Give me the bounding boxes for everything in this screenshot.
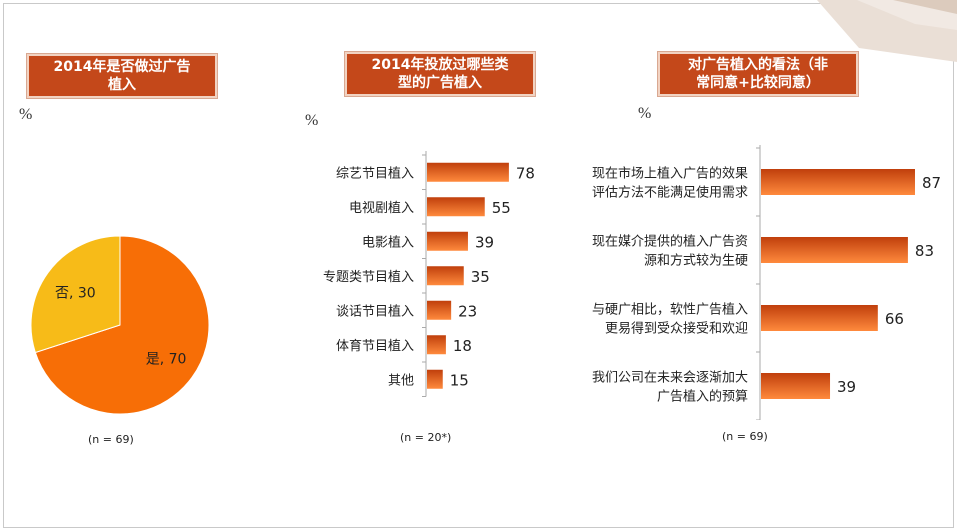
panel1-sample-note: (n = 69) xyxy=(88,433,134,446)
opinions-value-label: 39 xyxy=(837,378,856,396)
panel1-title: 2014年是否做过广告 植入 xyxy=(27,54,217,98)
opinions-category-label: 我们公司在未来会逐渐加大 xyxy=(592,371,748,386)
panel2-title: 2014年投放过哪些类 型的广告植入 xyxy=(345,52,535,96)
panel2-title-line2: 型的广告植入 xyxy=(398,75,482,91)
types-value-label: 23 xyxy=(458,302,477,320)
types-value-label: 55 xyxy=(492,199,511,217)
opinions-value-label: 83 xyxy=(915,242,934,260)
opinions-category-label: 源和方式较为生硬 xyxy=(644,253,748,269)
panel3-sample-note: (n = 69) xyxy=(722,430,768,443)
panel1-title-line2: 植入 xyxy=(108,77,136,93)
types-category-label: 谈话节目植入 xyxy=(336,304,414,319)
corner-decoration xyxy=(817,0,957,62)
types-category-label: 电视剧植入 xyxy=(349,201,414,216)
opinions-value-label: 87 xyxy=(922,174,941,192)
opinions-value-label: 66 xyxy=(885,310,904,328)
types-bar xyxy=(427,162,509,182)
pie-slice-是 xyxy=(34,235,210,415)
opinions-bar xyxy=(761,305,878,331)
types-category-label: 专题类节目植入 xyxy=(323,270,414,285)
panel1-title-line1: 2014年是否做过广告 xyxy=(53,59,191,75)
opinions-category-label: 更易得到受众接受和欢迎 xyxy=(605,321,748,337)
opinions-bar xyxy=(761,237,908,263)
panel3-title-line1: 对广告植入的看法（非 xyxy=(688,57,828,73)
types-category-label: 体育节目植入 xyxy=(336,338,414,354)
panel3-title: 对广告植入的看法（非 常同意+比较同意） xyxy=(658,52,858,96)
pie-label-是: 是, 70 xyxy=(146,351,187,367)
opinions-bar xyxy=(761,169,915,195)
types-value-label: 35 xyxy=(471,268,490,286)
opinions-category-label: 现在媒介提供的植入广告资 xyxy=(592,234,748,250)
panel3-title-line2: 常同意+比较同意） xyxy=(696,75,820,91)
types-value-label: 39 xyxy=(475,233,494,251)
types-value-label: 78 xyxy=(516,164,535,182)
pie-label-否: 否, 30 xyxy=(55,286,96,302)
types-bar xyxy=(427,335,446,355)
opinions-category-label: 现在市场上植入广告的效果 xyxy=(592,166,748,182)
panel3-percent-unit: % xyxy=(638,105,652,122)
types-bar xyxy=(427,369,443,389)
panel2-sample-note: (n = 20*) xyxy=(400,431,452,444)
panel2-title-line1: 2014年投放过哪些类 xyxy=(371,57,509,73)
opinions-bar xyxy=(761,373,831,399)
opinions-category-label: 与硬广相比，软性广告植入 xyxy=(592,303,748,318)
panel2-percent-unit: % xyxy=(305,112,319,129)
pie-slice-否 xyxy=(30,235,121,354)
types-value-label: 15 xyxy=(450,371,469,389)
panel1-percent-unit: % xyxy=(19,106,33,123)
types-bar xyxy=(427,300,452,320)
bar-chart-types: 78 综艺节目植入 55 电视剧植入 39 电影植入 35 专题类节目植入 23 谈话节目植入 18… xyxy=(323,151,535,397)
types-category-label: 电影植入 xyxy=(362,235,414,250)
types-bar xyxy=(427,197,485,217)
types-category-label: 综艺节目植入 xyxy=(336,166,414,181)
types-value-label: 18 xyxy=(453,337,472,355)
pie-chart: 是, 70 否, 30 xyxy=(30,235,210,415)
opinions-category-label: 广告植入的预算 xyxy=(657,389,748,405)
opinions-category-label: 评估方法不能满足使用需求 xyxy=(592,185,748,201)
types-bar xyxy=(427,231,468,251)
types-bar xyxy=(427,266,464,286)
types-category-label: 其他 xyxy=(388,373,414,388)
